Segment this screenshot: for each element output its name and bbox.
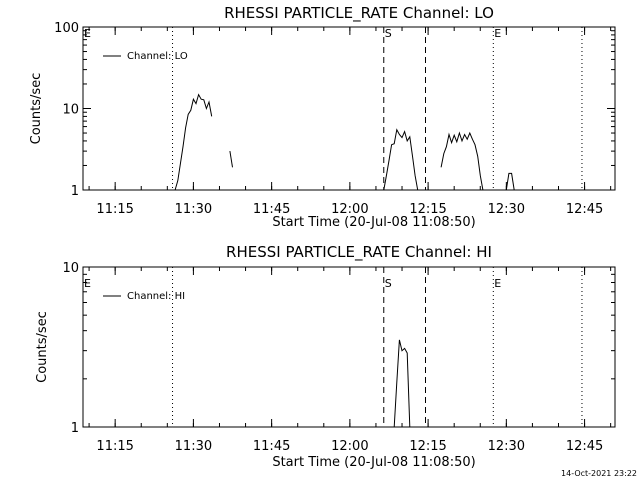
x-tick-label: 11:45	[253, 439, 290, 454]
series-line	[229, 151, 233, 168]
event-marker-label: E	[494, 27, 501, 40]
chart-title: RHESSI PARTICLE_RATE Channel: HI	[226, 243, 492, 262]
y-tick-label: 1	[71, 184, 79, 199]
y-tick-label: 1	[71, 421, 79, 436]
event-marker-label: S	[385, 277, 392, 290]
x-tick-label: 12:45	[566, 202, 603, 217]
y-axis-label: Counts/sec	[35, 311, 50, 383]
x-tick-label: 11:45	[253, 202, 290, 217]
y-tick-label: 100	[54, 21, 79, 36]
y-tick-label: 10	[62, 103, 79, 118]
x-tick-label: 12:30	[488, 439, 525, 454]
series-line	[174, 93, 213, 191]
x-tick-label: 12:15	[409, 439, 446, 454]
x-tick-label: 12:00	[331, 439, 368, 454]
legend-label: Channel: HI	[127, 291, 185, 302]
y-axis-label: Counts/sec	[29, 73, 44, 145]
x-tick-label: 12:15	[409, 202, 446, 217]
event-marker-label: E	[84, 277, 91, 290]
series-line	[393, 339, 411, 428]
event-marker-label: S	[385, 27, 392, 40]
x-tick-label: 11:15	[96, 439, 133, 454]
x-tick-label: 12:30	[488, 202, 525, 217]
event-marker-label: E	[84, 27, 91, 40]
x-tick-label: 11:30	[175, 439, 212, 454]
x-axis-label: Start Time (20-Jul-08 11:08:50)	[272, 215, 475, 230]
chart-title: RHESSI PARTICLE_RATE Channel: LO	[224, 4, 494, 23]
x-tick-label: 11:30	[175, 202, 212, 217]
legend-label: Channel: LO	[127, 51, 188, 62]
figure-timestamp: 14-Oct-2021 23:22	[561, 469, 637, 478]
series-line	[440, 131, 484, 191]
series-line	[505, 172, 515, 191]
x-tick-label: 12:45	[566, 439, 603, 454]
plot-frame	[82, 266, 616, 428]
series-line	[383, 128, 419, 191]
x-tick-label: 12:00	[331, 202, 368, 217]
x-tick-label: 11:15	[96, 202, 133, 217]
y-tick-label: 10	[62, 261, 79, 276]
event-marker-label: E	[494, 277, 501, 290]
x-axis-label: Start Time (20-Jul-08 11:08:50)	[272, 455, 475, 470]
